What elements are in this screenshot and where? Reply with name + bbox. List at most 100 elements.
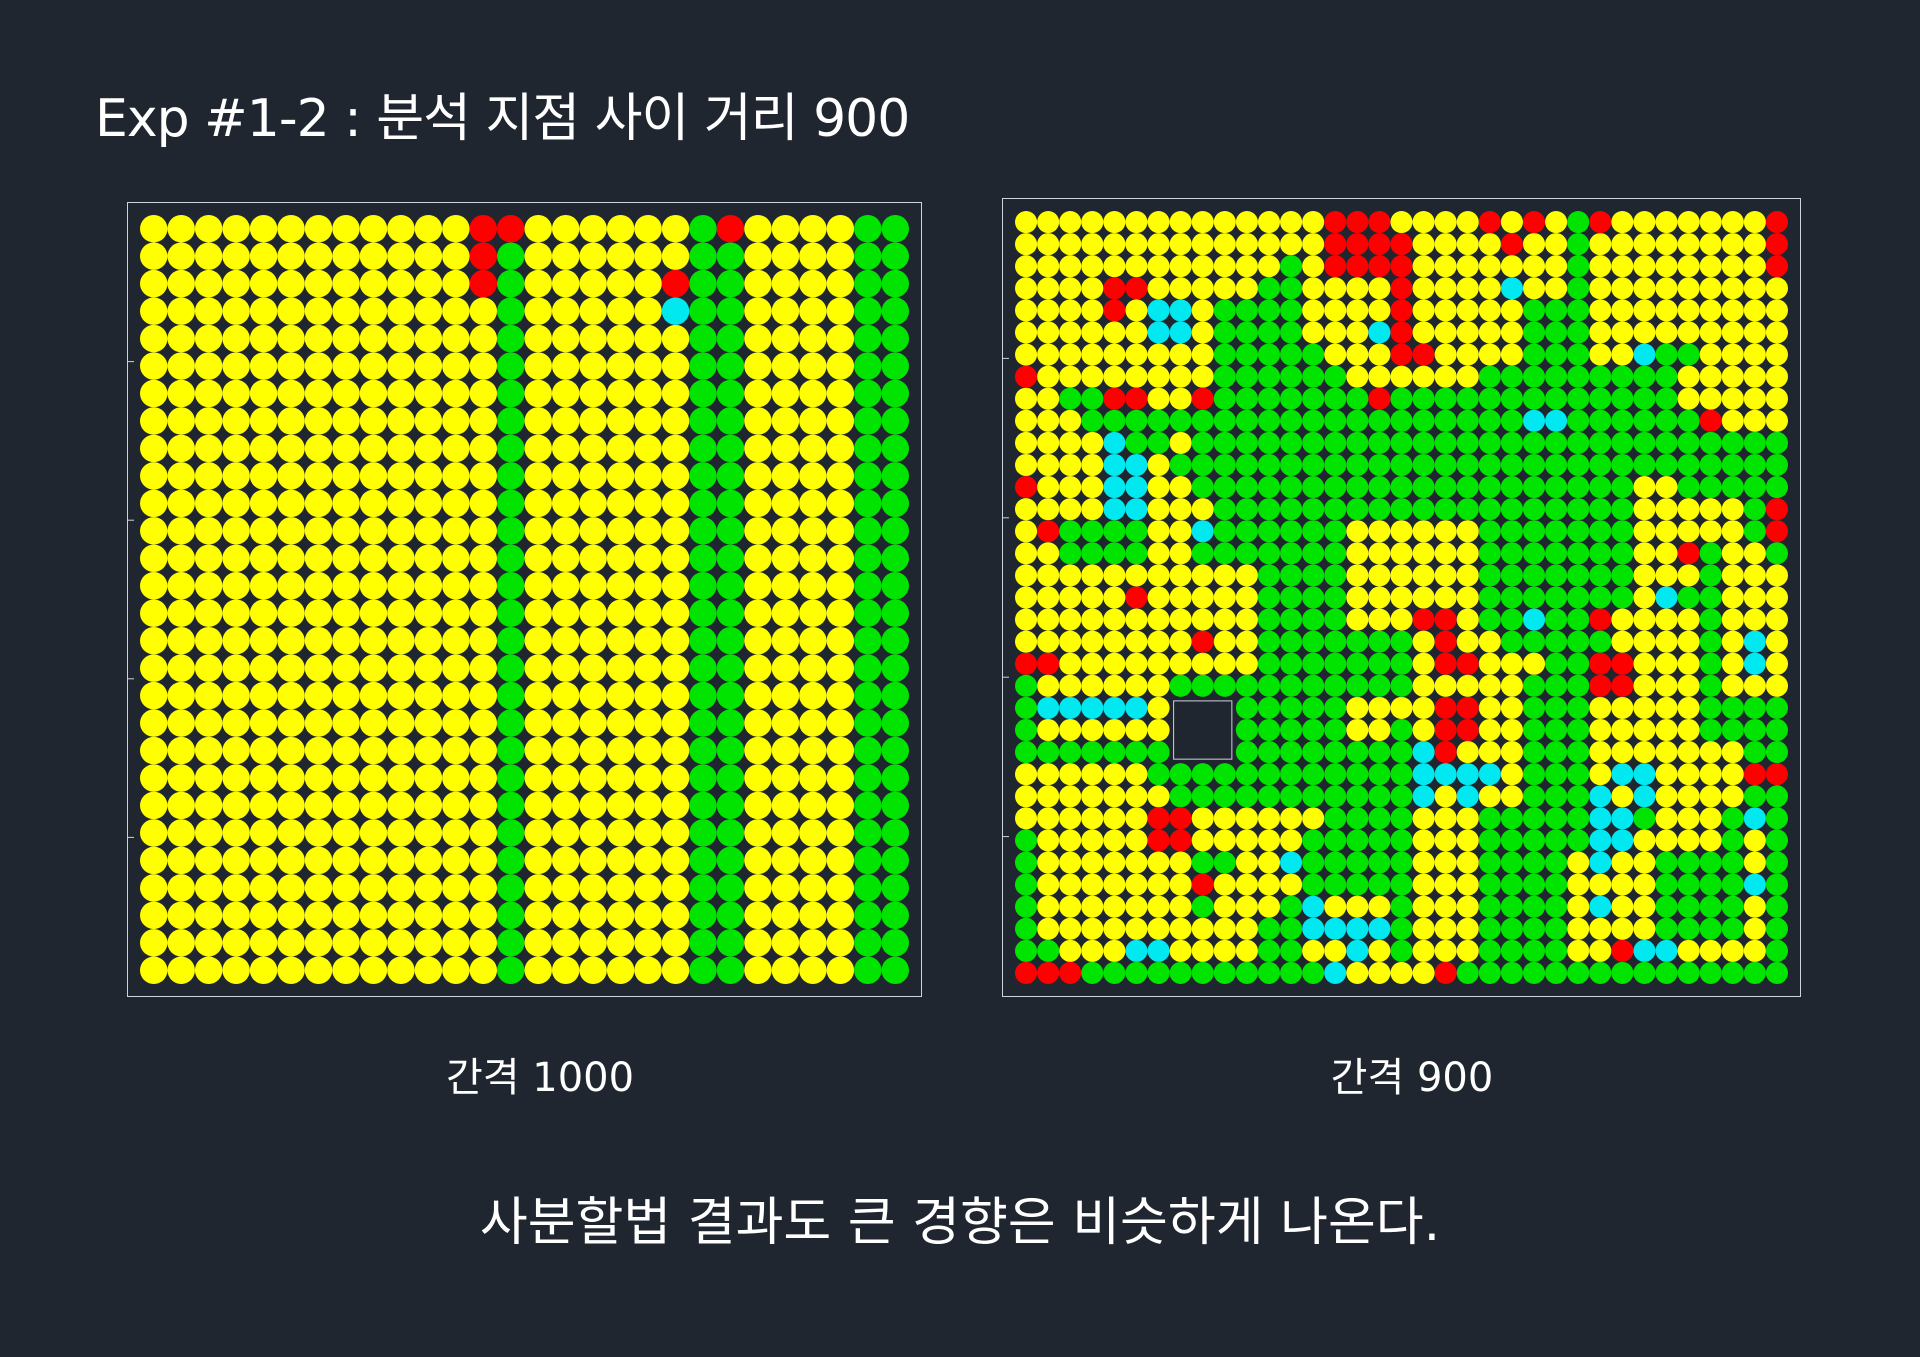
grid-dot: [1235, 387, 1258, 410]
grid-dot: [826, 215, 855, 243]
grid-dot: [1721, 785, 1744, 808]
grid-dot: [1390, 233, 1413, 256]
grid-dot: [1368, 807, 1391, 830]
grid-dot: [1213, 498, 1236, 521]
grid-dot: [1037, 277, 1060, 300]
grid-dot: [826, 956, 855, 985]
grid-dot: [1522, 431, 1546, 454]
grid-dot: [1081, 718, 1104, 742]
grid-dot: [716, 846, 745, 875]
grid-dot: [387, 242, 415, 270]
grid-dot: [771, 901, 800, 930]
grid-dot: [1191, 233, 1214, 256]
grid-dot: [469, 462, 498, 490]
grid-dot: [1545, 321, 1568, 344]
grid-dot: [359, 626, 388, 655]
grid-dot: [1434, 233, 1457, 256]
grid-dot: [1677, 365, 1700, 388]
grid-dot: [304, 407, 333, 435]
grid-dot: [1191, 873, 1214, 896]
grid-dot: [634, 489, 662, 518]
grid-dot: [1302, 299, 1325, 322]
grid-dot: [1257, 741, 1281, 764]
grid-dot: [222, 434, 250, 463]
grid-dot: [222, 764, 250, 792]
grid-dot: [442, 709, 470, 737]
grid-dot: [634, 242, 662, 270]
grid-dot: [387, 434, 415, 463]
grid-dot: [1633, 785, 1656, 808]
grid-dot: [1743, 741, 1766, 764]
grid-dot: [1257, 564, 1281, 587]
grid-dot: [1213, 321, 1236, 344]
grid-dot: [1765, 365, 1788, 388]
grid-dot: [1147, 476, 1170, 499]
grid-dot: [1633, 630, 1656, 653]
grid-dot: [689, 736, 717, 765]
grid-dot: [359, 324, 388, 353]
grid-dot: [387, 352, 415, 380]
grid-dot: [1611, 785, 1634, 808]
grid-dot: [167, 242, 195, 270]
grid-dot: [1280, 255, 1303, 278]
grid-dot: [1699, 321, 1722, 344]
grid-dot: [1125, 785, 1148, 808]
grid-dot: [1434, 807, 1457, 830]
grid-dot: [661, 572, 690, 600]
grid-dot: [1699, 409, 1722, 432]
grid-dot: [1280, 299, 1303, 322]
grid-dot: [1037, 873, 1060, 896]
grid-dot: [1390, 696, 1413, 719]
grid-dot: [744, 599, 772, 627]
grid-dot: [1500, 542, 1523, 565]
grid-dot: [1633, 520, 1656, 543]
grid-dot: [194, 517, 223, 545]
grid-dot: [1235, 961, 1258, 985]
grid-dot: [771, 764, 800, 792]
grid-dot: [1589, 785, 1612, 808]
grid-dot: [1500, 564, 1523, 587]
grid-dot: [222, 654, 250, 682]
grid-dot: [1522, 807, 1546, 830]
grid-dot: [1743, 939, 1766, 962]
grid-dot: [1611, 542, 1634, 565]
grid-dot: [524, 407, 552, 435]
grid-dot: [716, 709, 745, 737]
grid-dot: [249, 572, 278, 600]
grid-dot: [1037, 851, 1060, 874]
grid-dot: [1147, 763, 1170, 786]
grid-dot: [304, 874, 333, 902]
grid-dot: [1059, 696, 1082, 719]
grid-dot: [1257, 829, 1281, 852]
grid-dot: [1368, 630, 1391, 653]
grid-dot: [1081, 211, 1104, 234]
grid-dot: [661, 379, 690, 408]
grid-dot: [1434, 520, 1457, 543]
grid-dot: [1324, 431, 1347, 454]
grid-dot: [1059, 652, 1082, 675]
grid-dot: [387, 709, 415, 737]
grid-dot: [634, 681, 662, 710]
grid-dot: [1125, 763, 1148, 786]
grid-dot: [1059, 476, 1082, 499]
grid-dot: [689, 956, 717, 985]
grid-dot: [1567, 299, 1590, 322]
grid-dot: [1125, 674, 1148, 697]
grid-dot: [1125, 630, 1148, 653]
grid-dot: [1522, 652, 1546, 675]
grid-dot: [1765, 718, 1788, 742]
grid-dot: [1611, 674, 1634, 697]
grid-dot: [1545, 763, 1568, 786]
grid-dot: [1280, 476, 1303, 499]
grid-dot: [551, 846, 580, 875]
grid-dot: [1081, 431, 1104, 454]
grid-dot: [524, 489, 552, 518]
grid-dot: [524, 242, 552, 270]
grid-dot: [332, 215, 360, 243]
grid-dot: [1235, 696, 1258, 719]
grid-dot: [716, 242, 745, 270]
grid-dot: [1125, 829, 1148, 852]
grid-dot: [1434, 343, 1457, 366]
grid-dot: [1235, 255, 1258, 278]
grid-dot: [469, 736, 498, 765]
